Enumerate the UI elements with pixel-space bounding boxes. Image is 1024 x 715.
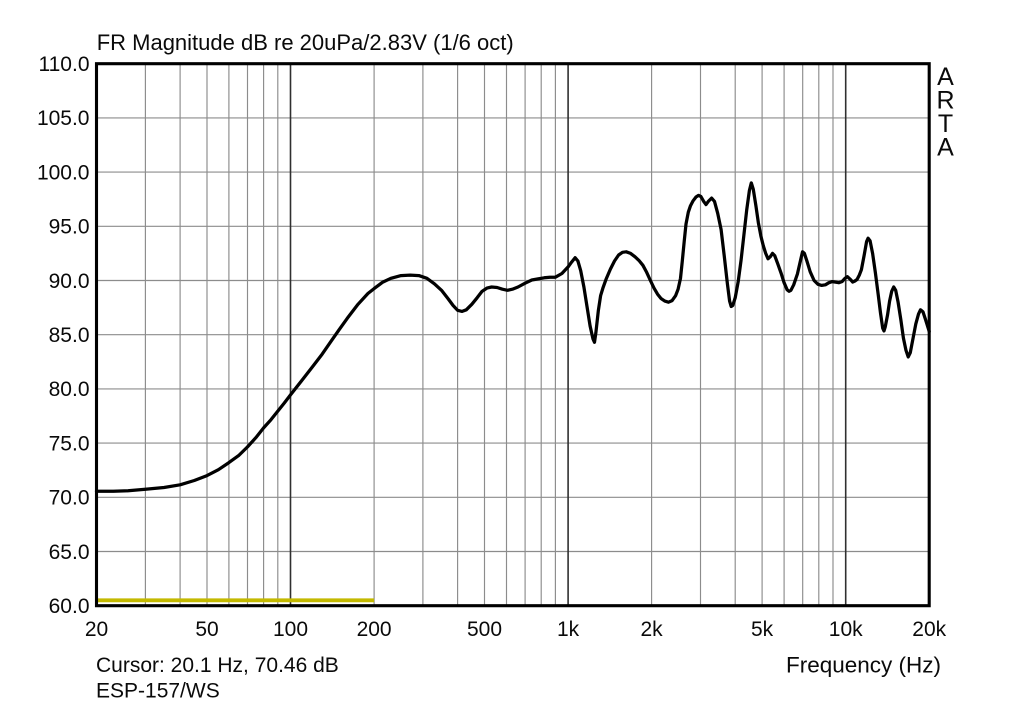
svg-text:105.0: 105.0 xyxy=(37,107,90,130)
svg-text:20: 20 xyxy=(85,618,108,641)
svg-text:60.0: 60.0 xyxy=(49,595,90,618)
svg-text:110.0: 110.0 xyxy=(39,53,90,76)
svg-text:500: 500 xyxy=(467,618,502,641)
svg-text:100.0: 100.0 xyxy=(37,161,90,184)
svg-text:5k: 5k xyxy=(751,618,774,641)
svg-text:100: 100 xyxy=(273,618,308,641)
svg-text:20k: 20k xyxy=(912,618,946,641)
svg-text:ESP-157/WS: ESP-157/WS xyxy=(96,679,220,702)
svg-text:R: R xyxy=(936,86,954,114)
svg-text:Cursor: 20.1 Hz, 70.46 dB: Cursor: 20.1 Hz, 70.46 dB xyxy=(96,654,339,677)
svg-text:10k: 10k xyxy=(829,618,863,641)
svg-text:80.0: 80.0 xyxy=(49,378,90,401)
svg-text:75.0: 75.0 xyxy=(49,432,90,455)
svg-text:A: A xyxy=(937,63,954,91)
svg-text:2k: 2k xyxy=(641,618,664,641)
svg-text:85.0: 85.0 xyxy=(49,324,90,347)
svg-text:1k: 1k xyxy=(557,618,580,641)
svg-text:90.0: 90.0 xyxy=(49,270,90,293)
svg-text:50: 50 xyxy=(195,618,218,641)
svg-text:FR Magnitude dB re 20uPa/2.83V: FR Magnitude dB re 20uPa/2.83V (1/6 oct) xyxy=(97,30,514,55)
svg-text:70.0: 70.0 xyxy=(49,487,90,510)
svg-text:95.0: 95.0 xyxy=(49,216,90,239)
svg-text:T: T xyxy=(938,110,953,138)
svg-text:Frequency (Hz): Frequency (Hz) xyxy=(786,652,941,677)
svg-text:200: 200 xyxy=(357,618,392,641)
svg-text:65.0: 65.0 xyxy=(49,541,90,564)
svg-text:A: A xyxy=(937,134,954,162)
